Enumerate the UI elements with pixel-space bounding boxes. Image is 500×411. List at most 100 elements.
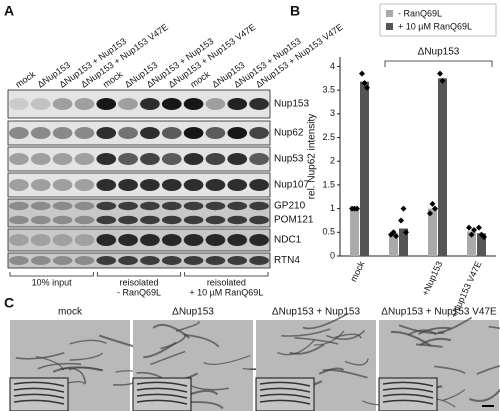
- data-point: [476, 224, 482, 231]
- blot-band: [161, 179, 182, 191]
- group-bracket: [96, 272, 182, 277]
- bar: [467, 231, 476, 256]
- inset-membrane: [259, 387, 311, 393]
- inset-membrane: [382, 393, 434, 399]
- legend-label: + 10 µM RanQ69L: [398, 21, 472, 31]
- bar-chart: 0 0.5 1 1.5 2 2.5 3 3.5 4 rel. Nup62 intensity moc…: [307, 3, 497, 319]
- blot-band: [205, 98, 226, 110]
- data-point: [364, 84, 370, 91]
- blot-band: [30, 201, 51, 211]
- em-panel: mock ΔNup153 ΔNup153 + Nup153 ΔNup153 + Nup…: [9, 307, 500, 411]
- membrane: [150, 350, 186, 366]
- data-point: [359, 70, 365, 77]
- blot-band: [9, 256, 29, 265]
- membrane: [488, 325, 500, 330]
- blot-band: [118, 234, 138, 246]
- lane-label: mock: [14, 69, 38, 90]
- y-tick-label: 4: [330, 61, 335, 71]
- blot-band: [249, 256, 269, 265]
- blot-band: [30, 179, 51, 191]
- membrane: [302, 312, 349, 330]
- blot-band: [118, 127, 138, 139]
- blot-band: [30, 98, 51, 110]
- data-point: [398, 217, 404, 224]
- blot-band: [249, 98, 269, 110]
- blot-background: [7, 89, 271, 119]
- inset-membrane: [136, 381, 188, 387]
- blot-band: [30, 256, 51, 265]
- membrane: [318, 367, 345, 375]
- membrane: [175, 321, 200, 332]
- blot-band: [161, 215, 182, 225]
- blot-background: [7, 198, 271, 228]
- data-point: [468, 231, 475, 238]
- blot-background: [7, 120, 271, 146]
- blot-band: [205, 153, 226, 165]
- blot-band: [96, 98, 117, 110]
- blot-band: [227, 256, 248, 265]
- blot-band: [118, 98, 138, 110]
- blot-band: [52, 234, 73, 246]
- legend-swatch: [386, 23, 393, 30]
- blot-band: [52, 201, 73, 211]
- blot-band: [74, 179, 95, 191]
- inset-membrane: [136, 399, 188, 405]
- blot-background: [7, 252, 271, 269]
- annotation-bracket: [384, 60, 493, 67]
- blot-band: [249, 215, 269, 225]
- bar: [477, 233, 486, 256]
- blot-band: [52, 153, 73, 165]
- blot-band: [96, 256, 117, 265]
- blot-band: [183, 127, 204, 139]
- blot-band: [183, 256, 204, 265]
- blot-band: [96, 179, 117, 191]
- blot-band: [227, 234, 248, 246]
- blot-band: [140, 153, 160, 165]
- membrane: [143, 341, 177, 359]
- blot-band: [227, 98, 248, 110]
- blot-band: [183, 234, 204, 246]
- data-point: [437, 70, 443, 77]
- group-label: - RanQ69L: [117, 287, 161, 297]
- row-label: Nup62: [274, 128, 304, 139]
- legend-box: [379, 3, 497, 37]
- blot-band: [74, 215, 95, 225]
- row-label: GP210: [274, 201, 306, 212]
- blot-band: [161, 98, 182, 110]
- membrane: [469, 388, 500, 402]
- blot-band: [52, 179, 73, 191]
- blot-band: [249, 179, 269, 191]
- blot-background: [7, 228, 271, 252]
- data-point: [466, 224, 472, 231]
- inset-membrane: [13, 387, 65, 393]
- x-tick-label: +Nup153: [420, 260, 445, 298]
- blot-band: [205, 127, 226, 139]
- row-label: Nup53: [274, 154, 304, 165]
- membrane: [419, 337, 452, 346]
- blot-band: [96, 127, 117, 139]
- blot-band: [205, 201, 226, 211]
- inset-membrane: [382, 387, 434, 393]
- membrane: [437, 316, 473, 334]
- annotation: ΔNup153: [418, 47, 460, 58]
- blot-band: [140, 127, 160, 139]
- inset-membrane: [13, 381, 65, 387]
- blot-background: [7, 146, 271, 172]
- blot-band: [96, 234, 117, 246]
- panel-label: B: [290, 3, 300, 19]
- blot-band: [227, 215, 248, 225]
- membrane: [476, 364, 500, 375]
- inset-membrane: [259, 393, 311, 399]
- group-label: reisolated: [207, 277, 246, 287]
- data-point: [481, 234, 487, 241]
- membrane: [281, 328, 331, 337]
- blot-band: [205, 215, 226, 225]
- image-label: ΔNup153 + Nup153: [272, 307, 361, 318]
- blot-band: [9, 201, 29, 211]
- blot-band: [74, 98, 95, 110]
- blot-band: [183, 201, 204, 211]
- image-label: ΔNup153 + Nup153 V47E: [381, 307, 497, 318]
- blot-band: [140, 215, 160, 225]
- blot-band: [205, 234, 226, 246]
- y-axis-label: rel. Nup62 intensity: [307, 114, 318, 200]
